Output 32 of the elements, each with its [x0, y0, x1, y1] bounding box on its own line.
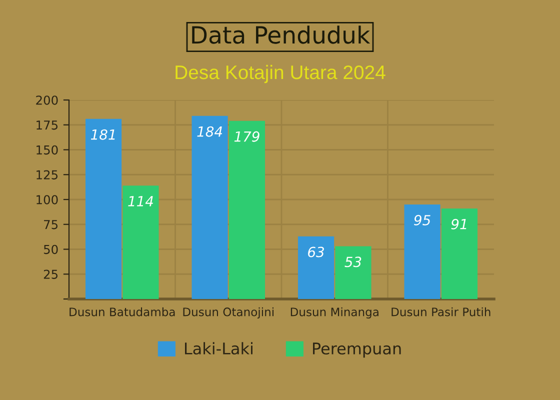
- x-tick-label: Dusun Minanga: [290, 307, 378, 318]
- bar: [85, 118, 122, 299]
- y-tick-label: 125: [36, 170, 58, 180]
- bar: [404, 204, 440, 299]
- data-label: 179: [234, 131, 260, 142]
- y-tick-label: 25: [44, 270, 58, 279]
- bar: [192, 116, 228, 299]
- bar: [122, 186, 159, 299]
- bar: [298, 236, 334, 299]
- bar: [335, 246, 372, 299]
- y-tick-label: 175: [36, 120, 58, 130]
- x-tick-label: Dusun Otanojini: [183, 307, 274, 318]
- data-label: 184: [197, 126, 222, 137]
- data-label: 181: [90, 129, 115, 140]
- data-label: 91: [451, 218, 466, 230]
- legend-label: Laki-Laki: [185, 342, 252, 355]
- data-label: 53: [344, 256, 362, 268]
- x-tick-label: Dusun Batudamba: [70, 307, 175, 316]
- legend-label: Perempuan: [313, 342, 401, 358]
- bar: [228, 120, 266, 299]
- bar: [441, 208, 478, 299]
- y-tick-label: 150: [36, 145, 58, 155]
- data-label: 63: [308, 246, 324, 258]
- y-tick-label: 100: [36, 195, 58, 204]
- data-label: 95: [414, 214, 430, 226]
- y-tick-label: 75: [44, 220, 58, 230]
- x-tick-label: Dusun Pasir Putih: [392, 307, 490, 316]
- chart-subtitle: Desa Kotajin Utara 2024: [176, 64, 386, 84]
- y-tick-label: 200: [36, 96, 58, 105]
- chart-title: Data Penduduk: [192, 26, 370, 44]
- y-tick-label: 50: [44, 244, 58, 254]
- data-label: 114: [128, 196, 153, 206]
